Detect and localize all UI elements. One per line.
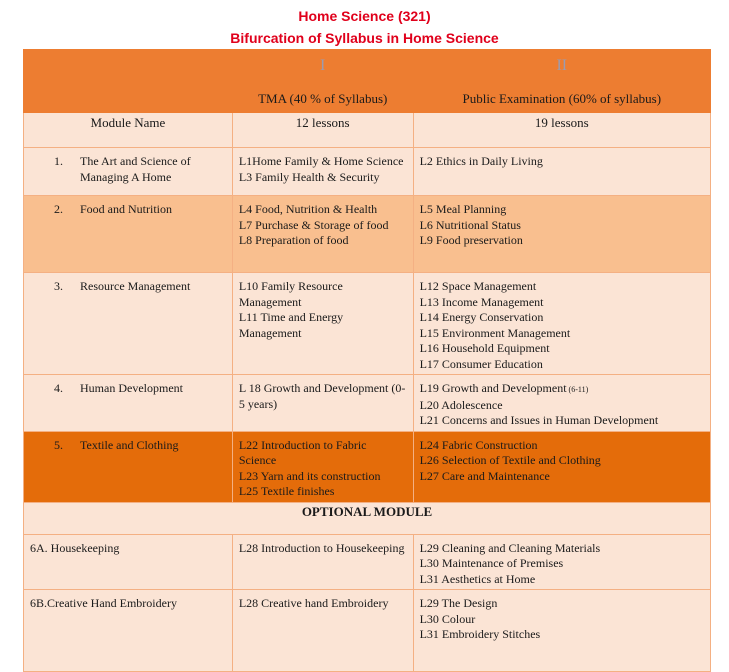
- document-subtitle: Bifurcation of Syllabus in Home Science: [230, 30, 499, 46]
- header-row: I TMA (40 % of Syllabus) II Public Examina…: [23, 49, 712, 113]
- module-name: Human Development: [80, 381, 183, 395]
- lesson-item: L5 Meal Planning: [419, 202, 507, 216]
- lesson-item: L14 Energy Conservation: [419, 310, 544, 324]
- module-name: Food and Nutrition: [80, 202, 172, 216]
- lesson-item: L23 Yarn and its construction: [238, 468, 381, 483]
- module-name: Resource Management: [80, 279, 191, 293]
- subheader-row: Module Name 12 lessons 19 lessons: [23, 112, 712, 148]
- module-name: Textile and Clothing: [80, 437, 179, 452]
- lesson-item: L27 Care and Maintenance: [419, 468, 550, 483]
- module-number: 5.: [54, 437, 63, 452]
- lesson-item: L9 Food preservation: [419, 233, 523, 247]
- lesson-item: L17 Consumer Education: [419, 356, 543, 371]
- lesson-item: L4 Food, Nutrition & Health: [238, 202, 378, 216]
- lesson-item: L16 Household Equipment: [419, 341, 550, 355]
- syllabus-table: I TMA (40 % of Syllabus) II Public Examina…: [23, 49, 712, 672]
- module-number: 1.: [54, 154, 63, 168]
- lesson-item: L7 Purchase & Storage of food: [238, 217, 389, 232]
- module-number: 3.: [54, 279, 63, 293]
- module-row: 3. Resource Management L10 Family Resource…: [23, 272, 712, 375]
- lesson-item: L6 Nutritional Status: [419, 217, 521, 232]
- lesson-item: L28 Creative hand Embroidery: [238, 596, 389, 610]
- age-note: (6-11): [566, 385, 589, 394]
- module-number: 2.: [54, 202, 63, 216]
- col2-roman: I: [320, 57, 326, 74]
- lesson-item: L26 Selection of Textile and Clothing: [419, 453, 601, 467]
- lesson-item: L29 The Design: [419, 596, 498, 610]
- lesson-item: L15 Environment Management: [419, 325, 571, 340]
- document-title: Home Science (321): [298, 8, 431, 24]
- module-row: 1. The Art and Science of Managing A Home…: [23, 147, 712, 196]
- lesson-item: L29 Cleaning and Cleaning Materials: [419, 540, 601, 555]
- lesson-item: L21 Concerns and Issues in Human Develop…: [419, 413, 659, 427]
- lesson-item: L25 Textile finishes: [238, 484, 335, 498]
- lesson-item: L2 Ethics in Daily Living: [419, 154, 543, 168]
- optional-row: 6B.Creative Hand Embroidery L28 Creative …: [23, 589, 712, 672]
- lesson-item: L19 Growth and Development (6-11): [419, 381, 589, 395]
- module-name: 6A. Housekeeping: [30, 540, 120, 555]
- col2-count: 12 lessons: [231, 112, 414, 148]
- lesson-item: L3 Family Health & Security: [238, 169, 380, 184]
- module-row: 2. Food and Nutrition L4 Food, Nutrition &…: [23, 195, 712, 273]
- lesson-item: L31 Aesthetics at Home: [419, 571, 536, 586]
- lesson-item: L31 Embroidery Stitches: [419, 627, 541, 641]
- lesson-item: L24 Fabric Construction: [419, 437, 538, 452]
- lesson-item: L20 Adolescence: [419, 397, 503, 412]
- lesson-item: L1Home Family & Home Science: [238, 154, 404, 168]
- col3-title: Public Examination (60% of syllabus): [462, 90, 662, 106]
- col3-count: 19 lessons: [412, 112, 712, 148]
- module-name: 6B.Creative Hand Embroidery: [30, 596, 177, 610]
- optional-module-row: OPTIONAL MODULE: [23, 501, 711, 535]
- lesson-item: L 18 Growth and Development (0-5 years): [238, 381, 406, 411]
- module-name-header: Module Name: [23, 112, 233, 148]
- lesson-item: L12 Space Management: [419, 279, 537, 293]
- module-name: The Art and Science of Managing A Home: [80, 154, 191, 184]
- lesson-item: L10 Family Resource Management: [238, 279, 343, 309]
- optional-row: 6A. Housekeeping L28 Introduction to Hous…: [23, 533, 712, 590]
- lesson-item: L22 Introduction to Fabric Science: [238, 437, 367, 468]
- col2-title: TMA (40 % of Syllabus): [258, 90, 388, 106]
- lesson-item: L11 Time and Energy Management: [238, 310, 344, 340]
- lesson-item: L13 Income Management: [419, 294, 544, 309]
- lesson-item: L30 Colour: [419, 611, 476, 626]
- optional-module-label: OPTIONAL MODULE: [23, 501, 711, 535]
- module-number: 4.: [54, 381, 63, 395]
- lesson-item: L28 Introduction to Housekeeping: [238, 540, 405, 555]
- module-row: 5. Textile and Clothing L22 Introduction t…: [23, 430, 712, 503]
- lesson-item: L30 Maintenance of Premises: [419, 556, 564, 570]
- lesson-item: L8 Preparation of food: [238, 233, 349, 247]
- module-row: 4. Human Development L 18 Growth and Devel…: [23, 374, 712, 432]
- col3-roman: II: [556, 57, 568, 74]
